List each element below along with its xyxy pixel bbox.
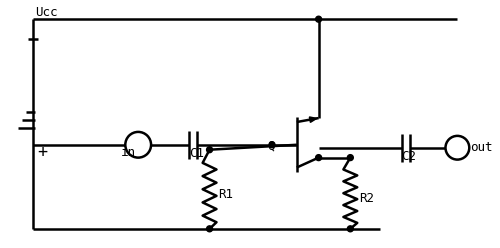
Text: R1: R1	[218, 188, 234, 201]
Circle shape	[206, 147, 212, 153]
Polygon shape	[310, 117, 316, 122]
Circle shape	[269, 142, 275, 148]
Circle shape	[316, 155, 322, 161]
Circle shape	[206, 226, 212, 232]
Text: +: +	[37, 143, 47, 161]
Text: C1: C1	[188, 147, 204, 160]
Text: Ucc: Ucc	[35, 6, 58, 19]
Text: R2: R2	[359, 192, 374, 205]
Text: out: out	[470, 141, 493, 154]
Text: Q: Q	[268, 140, 275, 153]
Circle shape	[348, 155, 354, 161]
Circle shape	[316, 16, 322, 22]
Text: C2: C2	[401, 150, 416, 162]
Circle shape	[348, 226, 354, 232]
Text: in: in	[121, 146, 136, 159]
